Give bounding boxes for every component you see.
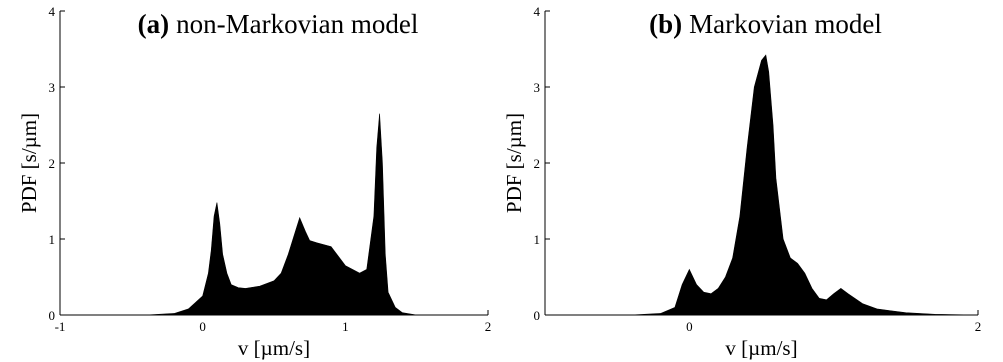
panel-title: Markovian model	[689, 9, 882, 39]
panel-title: non-Markovian model	[176, 9, 418, 39]
x-tick-label: 2	[485, 319, 492, 334]
chart-title: (a) non-Markovian model	[138, 9, 419, 39]
x-tick-label: 2	[975, 319, 982, 334]
x-tick-label: 1	[342, 319, 349, 334]
y-tick-label: 3	[49, 80, 56, 95]
x-tick-label: -1	[55, 319, 66, 334]
y-tick-label: 2	[49, 156, 56, 171]
y-axis-label: PDF [s/µm]	[17, 113, 41, 213]
y-tick-label: 1	[49, 232, 56, 247]
y-tick-label: 0	[49, 308, 56, 323]
pdf-area	[60, 113, 488, 316]
x-tick-label: 0	[199, 319, 206, 334]
x-axis-label: v [µm/s]	[238, 336, 310, 360]
panel-b: 0 1 2 3 4 0 2 v [µm/s] PDF [s/µm] (b) Markovian mo…	[502, 4, 981, 360]
y-axis-label: PDF [s/µm]	[502, 113, 526, 213]
y-tick-label: 4	[49, 4, 56, 19]
panel-tag: (b)	[649, 9, 682, 39]
panel-tag: (a)	[138, 9, 169, 39]
y-tick-label: 1	[534, 232, 541, 247]
chart-title: (b) Markovian model	[649, 9, 882, 39]
x-axis-label: v [µm/s]	[725, 336, 797, 360]
y-tick-label: 3	[534, 80, 541, 95]
x-tick-label: 0	[686, 319, 693, 334]
y-tick-label: 0	[534, 308, 541, 323]
pdf-area	[545, 54, 979, 316]
y-tick-label: 2	[534, 156, 541, 171]
y-tick-label: 4	[534, 4, 541, 19]
